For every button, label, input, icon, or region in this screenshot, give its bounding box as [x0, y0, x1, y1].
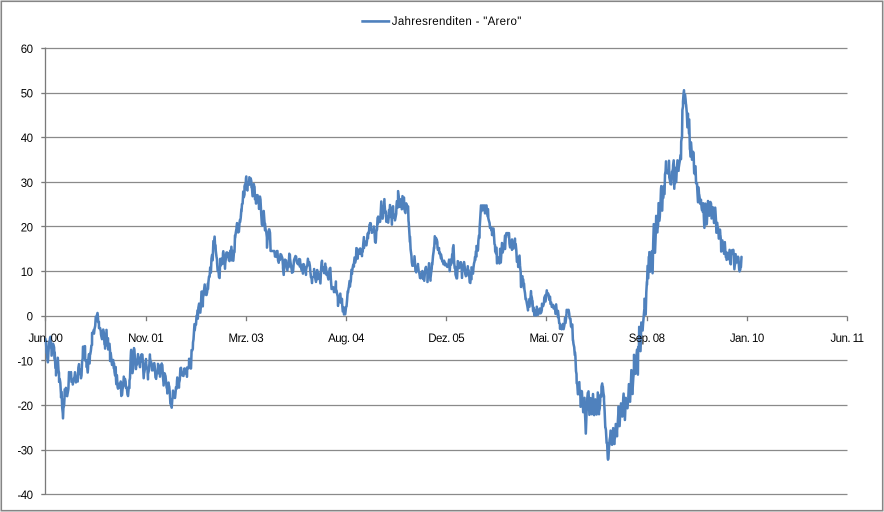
svg-text:-20: -20	[18, 401, 33, 413]
svg-text:Aug. 04: Aug. 04	[328, 333, 365, 345]
svg-text:Mai. 07: Mai. 07	[529, 333, 563, 345]
svg-text:30: 30	[21, 178, 33, 190]
svg-text:Jun. 00: Jun. 00	[28, 333, 62, 345]
svg-text:-30: -30	[18, 446, 33, 458]
svg-text:50: 50	[21, 89, 33, 101]
svg-text:0: 0	[27, 312, 33, 324]
svg-text:Dez. 05: Dez. 05	[428, 333, 464, 345]
svg-text:Jahresrenditen - "Arero": Jahresrenditen - "Arero"	[392, 16, 522, 28]
svg-text:Jun. 11: Jun. 11	[830, 333, 863, 345]
svg-text:-10: -10	[18, 356, 33, 368]
svg-text:10: 10	[21, 267, 33, 279]
svg-text:-40: -40	[18, 490, 33, 502]
svg-text:60: 60	[21, 44, 33, 56]
svg-text:Jan. 10: Jan. 10	[730, 333, 764, 345]
svg-text:Nov. 01: Nov. 01	[128, 333, 163, 345]
svg-text:40: 40	[21, 133, 33, 145]
svg-text:20: 20	[21, 222, 33, 234]
svg-text:Sep. 08: Sep. 08	[629, 333, 665, 345]
svg-text:Mrz. 03: Mrz. 03	[229, 333, 264, 345]
